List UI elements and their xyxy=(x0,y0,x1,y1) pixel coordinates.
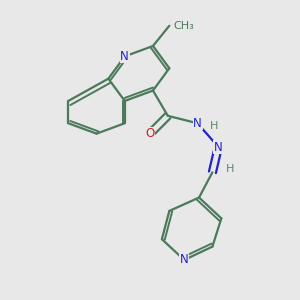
Text: N: N xyxy=(180,254,189,266)
Text: O: O xyxy=(146,127,154,140)
Text: N: N xyxy=(214,140,223,154)
Text: N: N xyxy=(120,50,129,63)
Text: CH₃: CH₃ xyxy=(174,21,194,31)
Text: H: H xyxy=(226,164,234,174)
Text: H: H xyxy=(210,121,218,131)
Text: N: N xyxy=(193,117,202,130)
